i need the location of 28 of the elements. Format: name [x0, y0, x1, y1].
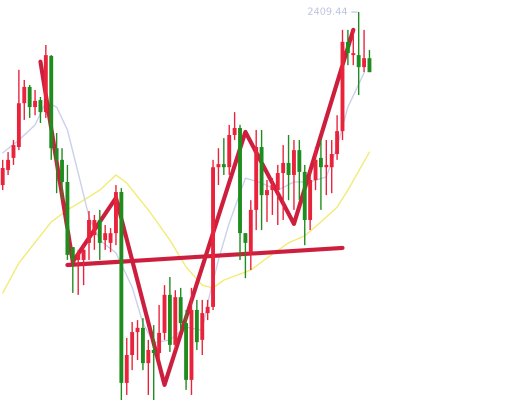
- candlestick: [346, 29, 350, 66]
- annotation: 2409.44: [308, 7, 348, 15]
- candlestick: [28, 84, 32, 119]
- candlestick: [157, 304, 162, 361]
- candlestick: [60, 148, 64, 201]
- candlestick: [216, 148, 220, 186]
- candlestick: [356, 11, 361, 96]
- candlestick: [206, 299, 210, 321]
- candlestick: [146, 339, 150, 396]
- candlestick: [281, 144, 286, 221]
- candlestick: [54, 132, 59, 194]
- candlestick: [136, 319, 140, 361]
- candlestick: [286, 134, 290, 201]
- candlestick: [130, 321, 134, 371]
- candlestick: [297, 139, 302, 201]
- candlestick: [265, 179, 269, 223]
- candlestick: [314, 146, 318, 191]
- candlestick: [362, 29, 366, 73]
- candlestick: [243, 232, 248, 279]
- candlestick: [318, 139, 323, 211]
- candlestick: [351, 29, 356, 66]
- candlestick: [98, 209, 102, 261]
- candlestick: [38, 96, 42, 124]
- candlestick: [232, 111, 237, 141]
- candlestick: [335, 114, 340, 161]
- candlestick: [222, 137, 226, 176]
- candlestick: [368, 49, 372, 73]
- candlestick: [33, 89, 37, 116]
